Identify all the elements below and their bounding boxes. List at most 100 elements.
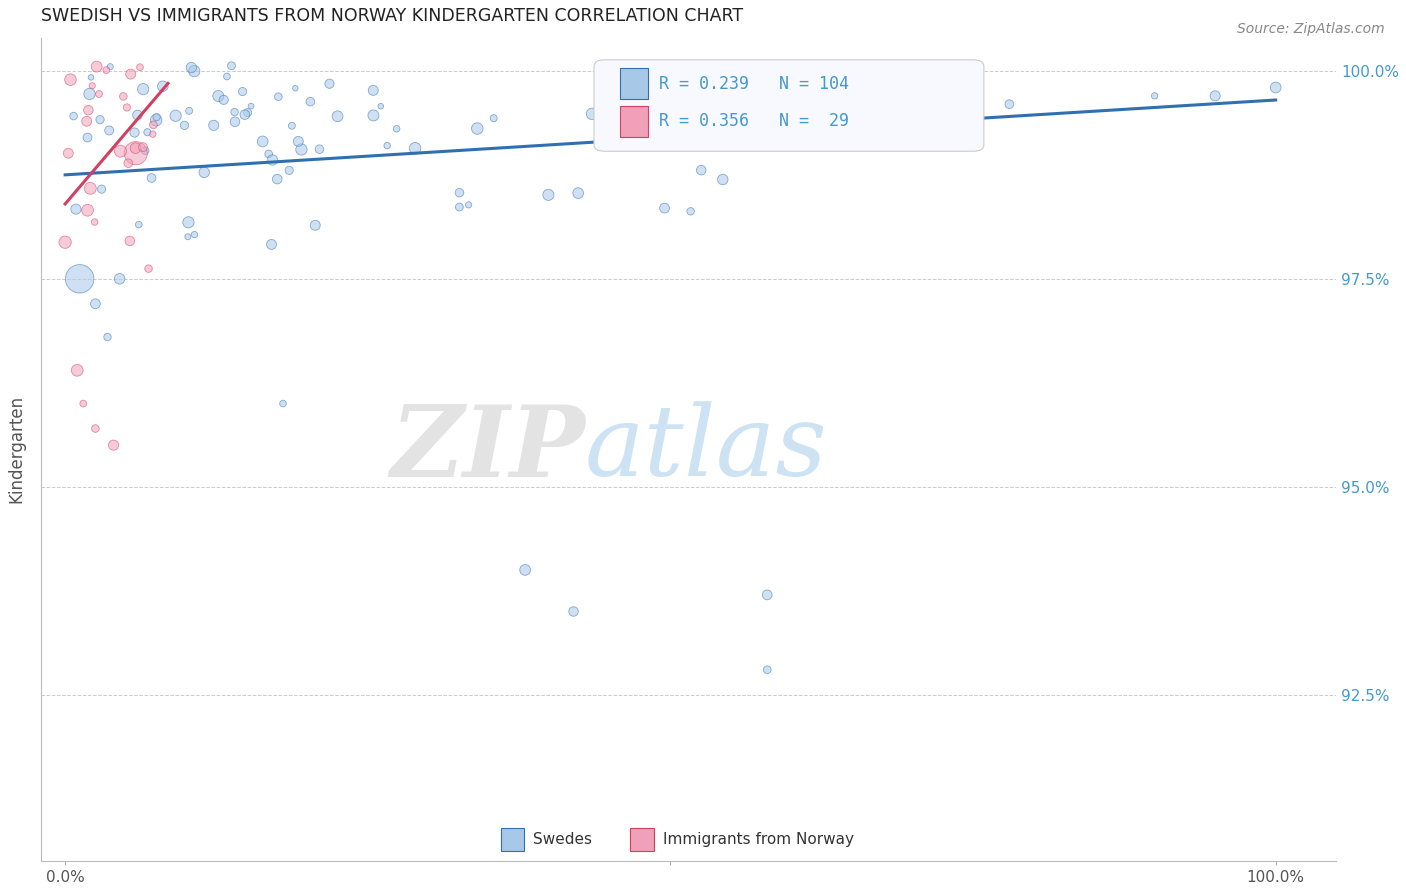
Point [711,172,734,186]
Point [404,141,426,155]
Point [648,128,671,142]
Point [134,144,156,158]
Point [318,77,340,91]
Point [110,144,132,158]
Point [804,113,827,128]
Point [89,112,111,127]
Point [90,182,112,196]
Text: Swedes: Swedes [533,832,592,847]
Point [80,70,103,85]
Point [304,219,326,233]
Point [177,215,200,229]
Point [145,113,167,128]
FancyBboxPatch shape [593,60,984,152]
Text: R = 0.356   N =  29: R = 0.356 N = 29 [659,112,849,130]
Point [1264,80,1286,95]
Point [1143,88,1166,103]
Point [375,138,398,153]
Point [482,112,505,126]
Point [679,204,702,219]
Point [449,200,471,214]
Point [183,64,205,78]
Point [65,202,87,216]
Point [173,119,195,133]
Text: Source: ZipAtlas.com: Source: ZipAtlas.com [1237,22,1385,37]
Point [179,103,201,118]
Y-axis label: Kindergarten: Kindergarten [7,395,25,503]
Point [224,105,246,120]
Point [58,146,80,161]
Point [76,114,98,128]
Point [567,186,589,200]
Point [87,87,110,101]
Point [284,81,307,95]
Point [457,198,479,212]
Point [142,118,165,132]
Point [115,100,138,114]
Point [385,121,408,136]
Point [673,112,696,126]
Point [76,203,98,218]
Point [1204,88,1226,103]
Point [96,330,118,344]
Point [287,134,309,148]
Point [152,79,174,94]
Point [756,663,779,677]
Point [112,89,135,103]
Point [537,187,560,202]
Point [142,127,165,141]
Point [84,421,107,435]
Point [202,119,225,133]
FancyBboxPatch shape [620,105,648,136]
Point [232,85,254,99]
Text: Immigrants from Norway: Immigrants from Norway [662,832,853,847]
Point [108,272,131,286]
Point [308,142,330,156]
Point [129,60,152,74]
Point [465,121,488,136]
Text: ZIP: ZIP [389,401,585,498]
Point [240,99,263,113]
Point [128,218,150,232]
Point [266,172,288,186]
Text: R = 0.239   N = 104: R = 0.239 N = 104 [659,75,849,93]
Point [363,108,385,122]
Point [124,141,146,155]
Point [165,109,187,123]
Point [370,99,392,113]
Point [76,130,98,145]
Point [66,363,89,377]
Point [236,105,259,120]
Point [183,227,205,242]
Point [281,119,304,133]
Point [53,235,76,250]
Point [69,272,91,286]
Point [84,297,107,311]
Point [83,215,105,229]
Point [326,109,349,123]
FancyBboxPatch shape [501,828,524,851]
Point [581,107,603,121]
Point [96,63,118,78]
Point [127,108,149,122]
Point [145,110,167,124]
Point [267,89,290,103]
FancyBboxPatch shape [630,828,654,851]
Point [141,171,163,186]
Point [79,87,101,101]
Point [654,201,676,215]
Text: atlas: atlas [585,401,828,497]
Point [72,396,94,410]
Text: SWEDISH VS IMMIGRANTS FROM NORWAY KINDERGARTEN CORRELATION CHART: SWEDISH VS IMMIGRANTS FROM NORWAY KINDER… [41,7,742,25]
Point [177,229,200,244]
Point [125,146,148,161]
Point [290,143,312,157]
Point [449,186,471,200]
Point [98,123,121,137]
Point [513,563,536,577]
Point [257,147,280,161]
Point [136,125,159,139]
Point [62,109,84,123]
Point [215,70,238,84]
Point [120,67,142,81]
